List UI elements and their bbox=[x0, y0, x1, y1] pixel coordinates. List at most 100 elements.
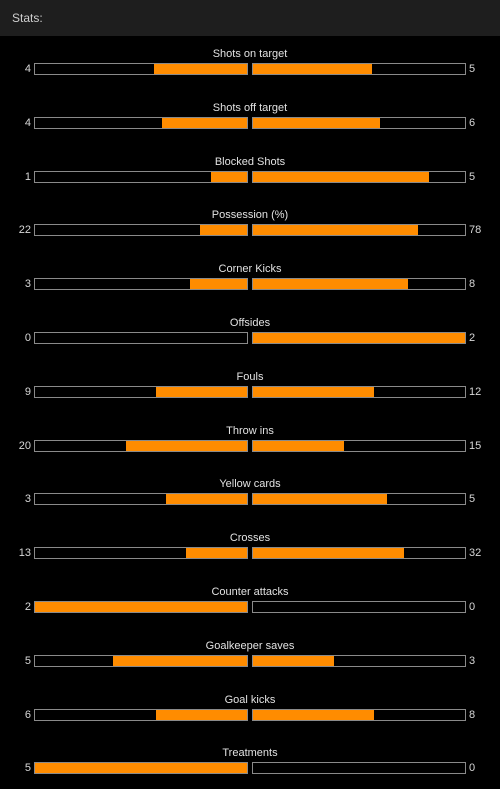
stat-label: Shots on target bbox=[212, 48, 288, 60]
away-bar-fill bbox=[253, 118, 380, 128]
home-bar-fill bbox=[211, 172, 247, 182]
home-value: 6 bbox=[24, 709, 31, 721]
home-bar bbox=[34, 655, 248, 667]
home-value: 4 bbox=[24, 63, 31, 75]
stat-row-fouls: Fouls 9 12 bbox=[0, 371, 500, 405]
away-value: 8 bbox=[469, 709, 476, 721]
away-bar-fill bbox=[253, 441, 344, 451]
away-bar-fill bbox=[253, 387, 374, 397]
home-bar bbox=[34, 278, 248, 290]
away-value: 5 bbox=[469, 63, 476, 75]
home-bar bbox=[34, 762, 248, 774]
stat-label: Offsides bbox=[229, 317, 271, 329]
home-bar bbox=[34, 117, 248, 129]
home-bar-fill bbox=[113, 656, 247, 666]
stat-row-shots-on-target: Shots on target 4 5 bbox=[0, 48, 500, 82]
away-bar-fill bbox=[253, 333, 465, 343]
stats-header-title: Stats: bbox=[12, 11, 43, 25]
stat-label: Counter attacks bbox=[211, 586, 289, 598]
home-value: 13 bbox=[18, 547, 31, 559]
stat-label: Goalkeeper saves bbox=[205, 640, 295, 652]
home-bar bbox=[34, 493, 248, 505]
home-bar-fill bbox=[190, 279, 247, 289]
stat-row-shots-off-target: Shots off target 4 6 bbox=[0, 102, 500, 136]
stat-row-corner-kicks: Corner Kicks 3 8 bbox=[0, 263, 500, 297]
stat-row-goal-kicks: Goal kicks 6 8 bbox=[0, 694, 500, 728]
home-bar-fill bbox=[156, 710, 247, 720]
away-value: 78 bbox=[469, 224, 482, 236]
stat-label: Goal kicks bbox=[224, 694, 276, 706]
away-bar bbox=[252, 709, 466, 721]
away-value: 5 bbox=[469, 493, 476, 505]
away-value: 0 bbox=[469, 762, 476, 774]
away-bar bbox=[252, 171, 466, 183]
stat-row-possession: Possession (%) 22 78 bbox=[0, 209, 500, 243]
stat-row-crosses: Crosses 13 32 bbox=[0, 532, 500, 566]
stat-label: Treatments bbox=[222, 747, 278, 759]
away-bar bbox=[252, 332, 466, 344]
home-value: 5 bbox=[24, 655, 31, 667]
stat-label: Corner Kicks bbox=[218, 263, 282, 275]
home-bar-fill bbox=[35, 602, 247, 612]
away-value: 2 bbox=[469, 332, 476, 344]
home-bar bbox=[34, 171, 248, 183]
stats-list: Shots on target 4 5 Shots off target 4 6 Block… bbox=[0, 36, 500, 789]
away-value: 3 bbox=[469, 655, 476, 667]
away-bar bbox=[252, 601, 466, 613]
home-bar bbox=[34, 63, 248, 75]
away-bar bbox=[252, 547, 466, 559]
away-bar-fill bbox=[253, 710, 374, 720]
stat-label: Blocked Shots bbox=[214, 156, 286, 168]
stat-row-counter-attacks: Counter attacks 2 0 bbox=[0, 586, 500, 620]
home-bar bbox=[34, 709, 248, 721]
home-bar-fill bbox=[35, 763, 247, 773]
stat-label: Throw ins bbox=[226, 425, 274, 437]
away-bar bbox=[252, 762, 466, 774]
home-bar-fill bbox=[186, 548, 247, 558]
home-bar-fill bbox=[166, 494, 247, 504]
stat-label: Shots off target bbox=[212, 102, 288, 114]
home-value: 4 bbox=[24, 117, 31, 129]
home-bar-fill bbox=[156, 387, 247, 397]
home-value: 22 bbox=[18, 224, 31, 236]
home-bar bbox=[34, 386, 248, 398]
home-bar bbox=[34, 547, 248, 559]
away-value: 6 bbox=[469, 117, 476, 129]
away-bar bbox=[252, 493, 466, 505]
away-bar bbox=[252, 440, 466, 452]
away-value: 15 bbox=[469, 440, 482, 452]
home-value: 5 bbox=[24, 762, 31, 774]
home-value: 9 bbox=[24, 386, 31, 398]
away-value: 5 bbox=[469, 171, 476, 183]
away-value: 32 bbox=[469, 547, 482, 559]
away-bar-fill bbox=[253, 225, 418, 235]
away-bar-fill bbox=[253, 64, 372, 74]
stats-header: Stats: bbox=[0, 0, 500, 36]
stat-row-blocked-shots: Blocked Shots 1 5 bbox=[0, 156, 500, 190]
home-bar bbox=[34, 332, 248, 344]
home-bar-fill bbox=[126, 441, 247, 451]
home-bar bbox=[34, 601, 248, 613]
home-bar-fill bbox=[154, 64, 247, 74]
away-bar bbox=[252, 224, 466, 236]
stat-row-throw-ins: Throw ins 20 15 bbox=[0, 425, 500, 459]
home-bar-fill bbox=[200, 225, 247, 235]
away-bar bbox=[252, 117, 466, 129]
away-bar-fill bbox=[253, 656, 334, 666]
home-value: 0 bbox=[24, 332, 31, 344]
home-bar bbox=[34, 224, 248, 236]
home-value: 1 bbox=[24, 171, 31, 183]
home-bar bbox=[34, 440, 248, 452]
away-bar-fill bbox=[253, 548, 404, 558]
home-value: 2 bbox=[24, 601, 31, 613]
stat-row-goalkeeper-saves: Goalkeeper saves 5 3 bbox=[0, 640, 500, 674]
stat-row-treatments: Treatments 5 0 bbox=[0, 747, 500, 781]
away-bar-fill bbox=[253, 172, 429, 182]
home-value: 3 bbox=[24, 493, 31, 505]
away-bar bbox=[252, 278, 466, 290]
away-bar-fill bbox=[253, 279, 408, 289]
stat-label: Fouls bbox=[236, 371, 264, 383]
away-value: 0 bbox=[469, 601, 476, 613]
away-value: 8 bbox=[469, 278, 476, 290]
away-bar bbox=[252, 386, 466, 398]
